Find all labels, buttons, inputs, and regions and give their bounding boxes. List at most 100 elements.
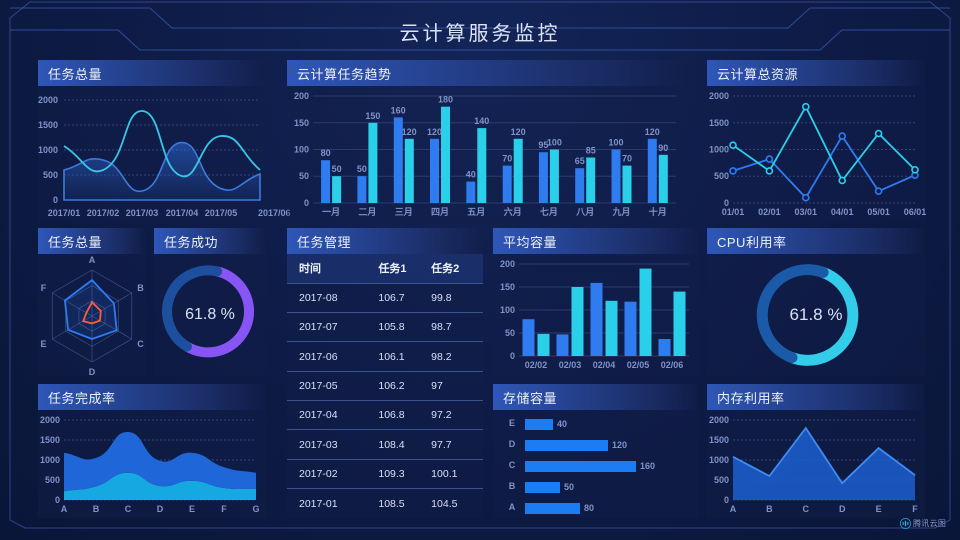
svg-text:七月: 七月 xyxy=(540,206,558,217)
svg-text:F: F xyxy=(221,504,227,514)
svg-text:150: 150 xyxy=(365,111,380,121)
svg-text:0: 0 xyxy=(510,351,515,361)
svg-text:1500: 1500 xyxy=(709,118,729,128)
svg-text:1000: 1000 xyxy=(709,455,729,465)
svg-text:1000: 1000 xyxy=(40,455,60,465)
svg-text:120: 120 xyxy=(427,127,442,137)
svg-text:2017/06: 2017/06 xyxy=(258,208,291,218)
svg-text:2017/05: 2017/05 xyxy=(205,208,238,218)
svg-text:100: 100 xyxy=(500,305,515,315)
svg-text:04/01: 04/01 xyxy=(831,207,854,217)
svg-text:D: D xyxy=(509,439,516,449)
svg-text:02/01: 02/01 xyxy=(758,207,781,217)
svg-text:三月: 三月 xyxy=(395,207,413,217)
svg-text:A: A xyxy=(730,504,737,514)
svg-text:F: F xyxy=(912,504,918,514)
svg-text:1500: 1500 xyxy=(38,120,58,130)
svg-text:C: C xyxy=(125,504,132,514)
svg-text:E: E xyxy=(876,504,882,514)
svg-text:2000: 2000 xyxy=(709,415,729,425)
svg-text:02/03: 02/03 xyxy=(559,360,582,370)
svg-text:2017/01: 2017/01 xyxy=(48,208,81,218)
svg-text:50: 50 xyxy=(564,482,574,492)
svg-text:120: 120 xyxy=(511,127,526,137)
svg-text:50: 50 xyxy=(505,328,515,338)
svg-text:B: B xyxy=(137,283,144,293)
svg-text:2000: 2000 xyxy=(38,95,58,105)
svg-text:六月: 六月 xyxy=(504,206,522,217)
svg-text:D: D xyxy=(89,367,96,377)
svg-text:E: E xyxy=(509,418,515,428)
svg-text:E: E xyxy=(40,339,46,349)
svg-text:500: 500 xyxy=(43,170,58,180)
svg-text:06/01: 06/01 xyxy=(904,207,927,217)
svg-text:120: 120 xyxy=(612,440,627,450)
svg-text:100: 100 xyxy=(547,138,562,148)
svg-text:F: F xyxy=(41,283,47,293)
svg-text:2017/03: 2017/03 xyxy=(126,208,159,218)
svg-text:90: 90 xyxy=(658,143,668,153)
svg-text:85: 85 xyxy=(586,146,596,156)
svg-text:C: C xyxy=(509,460,516,470)
svg-text:一月: 一月 xyxy=(322,207,340,217)
svg-text:150: 150 xyxy=(294,118,309,128)
svg-text:100: 100 xyxy=(608,138,623,148)
svg-text:0: 0 xyxy=(304,198,309,208)
svg-text:02/04: 02/04 xyxy=(593,360,616,370)
svg-text:1000: 1000 xyxy=(38,145,58,155)
svg-text:八月: 八月 xyxy=(575,207,594,217)
svg-text:D: D xyxy=(839,504,846,514)
svg-text:150: 150 xyxy=(500,282,515,292)
svg-text:40: 40 xyxy=(466,170,476,180)
svg-text:1000: 1000 xyxy=(709,145,729,155)
svg-text:80: 80 xyxy=(584,503,594,513)
svg-text:五月: 五月 xyxy=(467,207,485,217)
svg-text:50: 50 xyxy=(357,164,367,174)
svg-text:02/05: 02/05 xyxy=(627,360,650,370)
svg-text:160: 160 xyxy=(640,461,655,471)
svg-text:160: 160 xyxy=(391,105,406,115)
svg-text:02/06: 02/06 xyxy=(661,360,684,370)
svg-text:A: A xyxy=(89,255,96,265)
svg-text:03/01: 03/01 xyxy=(795,207,818,217)
svg-text:E: E xyxy=(189,504,195,514)
svg-text:70: 70 xyxy=(622,154,632,164)
svg-text:80: 80 xyxy=(321,148,331,158)
svg-text:1500: 1500 xyxy=(40,435,60,445)
svg-text:40: 40 xyxy=(557,419,567,429)
svg-text:0: 0 xyxy=(53,195,58,205)
svg-text:十月: 十月 xyxy=(649,206,667,217)
svg-text:200: 200 xyxy=(500,259,515,269)
svg-text:61.8 %: 61.8 % xyxy=(790,305,843,324)
svg-text:02/02: 02/02 xyxy=(525,360,548,370)
svg-text:50: 50 xyxy=(332,164,342,174)
svg-text:B: B xyxy=(766,504,773,514)
svg-text:0: 0 xyxy=(55,495,60,505)
svg-text:A: A xyxy=(61,504,68,514)
svg-text:A: A xyxy=(509,502,516,512)
svg-text:140: 140 xyxy=(474,116,489,126)
svg-text:100: 100 xyxy=(294,145,309,155)
svg-text:120: 120 xyxy=(645,127,660,137)
svg-text:120: 120 xyxy=(402,127,417,137)
svg-text:B: B xyxy=(93,504,100,514)
svg-text:C: C xyxy=(137,339,144,349)
svg-text:G: G xyxy=(252,504,259,514)
svg-text:2000: 2000 xyxy=(40,415,60,425)
svg-text:0: 0 xyxy=(724,495,729,505)
svg-text:二月: 二月 xyxy=(358,207,376,217)
svg-text:500: 500 xyxy=(714,475,729,485)
svg-text:61.8 %: 61.8 % xyxy=(185,306,235,323)
svg-text:D: D xyxy=(157,504,164,514)
svg-text:180: 180 xyxy=(438,95,453,105)
svg-text:四月: 四月 xyxy=(431,207,449,217)
svg-text:65: 65 xyxy=(575,156,585,166)
svg-text:1500: 1500 xyxy=(709,435,729,445)
svg-text:B: B xyxy=(509,481,516,491)
svg-text:50: 50 xyxy=(299,171,309,181)
svg-text:C: C xyxy=(803,504,810,514)
svg-text:2017/04: 2017/04 xyxy=(166,208,199,218)
svg-text:70: 70 xyxy=(502,154,512,164)
svg-text:05/01: 05/01 xyxy=(867,207,890,217)
svg-text:2000: 2000 xyxy=(709,91,729,101)
